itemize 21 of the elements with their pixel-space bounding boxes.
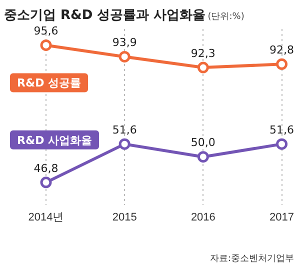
chart-subtitle: (단위:%) xyxy=(208,12,244,22)
data-label: 92,8 xyxy=(270,44,294,57)
point xyxy=(197,62,209,74)
x-tick-label: 2014년 xyxy=(28,211,64,224)
data-label: 50,0 xyxy=(190,136,216,150)
data-label: 93,9 xyxy=(112,36,137,50)
chart-title: 중소기업 R&D 성공률과 사업화율 xyxy=(4,8,206,23)
text: 자료:중소벤처기업부 xyxy=(210,253,294,265)
data-label: 51,6 xyxy=(112,123,137,136)
point xyxy=(276,58,288,70)
data-label: 46,8 xyxy=(34,162,58,175)
x-tick-label: 2015 xyxy=(112,211,137,224)
point xyxy=(118,50,130,62)
text: R&D 성공률 xyxy=(17,76,82,90)
data-label: 51,6 xyxy=(270,123,294,136)
point xyxy=(40,39,52,51)
x-tick-label: 2016 xyxy=(190,211,216,224)
data-label: 92,3 xyxy=(190,46,216,60)
series-label: R&D 사업화율 xyxy=(17,134,92,147)
x-tick-label: 2017 xyxy=(270,211,294,224)
data-label: 95,6 xyxy=(34,24,58,38)
